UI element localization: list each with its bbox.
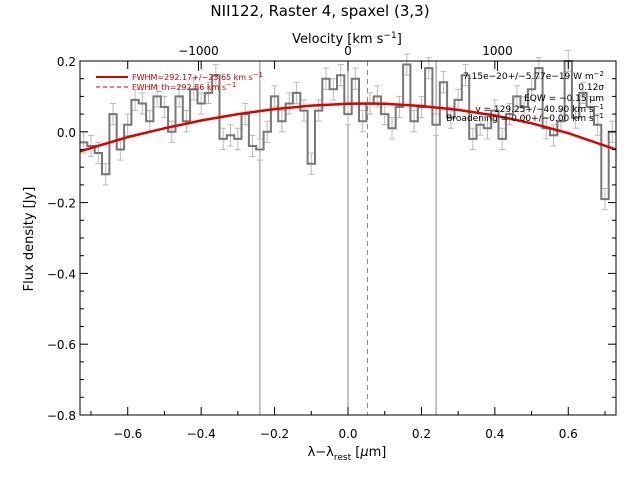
- y-tick-label: 0.2: [57, 55, 76, 69]
- top-x-tick-label: 1000: [482, 44, 513, 58]
- annotation-text: 7.15e−20+/−5.77e−19 W m−2: [463, 70, 604, 82]
- y-tick-label: −0.8: [47, 409, 76, 423]
- x-tick-label: 0.2: [412, 427, 431, 441]
- annotation-text: v = 129.25+/−40.90 km s−1: [475, 103, 604, 115]
- annotation-text: 0.12σ: [578, 83, 604, 93]
- x-axis-label-main: λ−λ: [308, 445, 335, 460]
- top-x-axis-label: Velocity [km s−1]: [292, 31, 402, 47]
- y-tick-label: −0.2: [47, 197, 76, 211]
- x-tick-label: 0.0: [338, 427, 357, 441]
- top-x-axis-label-main: Velocity [km s: [292, 32, 384, 47]
- legend-fwhm: FWHM=292.17+/−23.65 km s−1: [132, 71, 263, 82]
- x-tick-label: 0.4: [485, 427, 504, 441]
- top-x-tick-label: −1000: [178, 44, 219, 58]
- y-tick-label: 0.0: [57, 126, 76, 140]
- y-axis-label: Flux density [Jy]: [22, 187, 37, 292]
- x-axis-label-sub: rest: [334, 453, 352, 463]
- x-tick-label: −0.6: [113, 427, 142, 441]
- annotation-text: EQW = −0.15 μm: [524, 94, 604, 104]
- x-tick-label: −0.4: [187, 427, 216, 441]
- x-axis-label: λ−λrest [μm]: [308, 445, 387, 463]
- chart-title: NII122, Raster 4, spaxel (3,3): [210, 2, 429, 20]
- top-x-axis-label-close: ]: [397, 32, 402, 47]
- x-axis-label-unit-close: m]: [369, 445, 387, 460]
- x-tick-label: −0.2: [260, 427, 289, 441]
- spectrum-step-line: [80, 60, 616, 201]
- y-tick-label: −0.6: [47, 338, 76, 352]
- x-axis-label-unit-mu: μ: [359, 445, 368, 460]
- x-tick-label: 0.6: [559, 427, 578, 441]
- y-tick-label: −0.4: [47, 267, 76, 281]
- gaussian-fit-line: [79, 102, 617, 153]
- top-x-tick-label: 0: [344, 44, 352, 58]
- plot-area: −0.6 −0.4 −0.2 0.0 0.2 0.4 0.6 −0.8 −0.6 −0.4 −0.2…: [47, 44, 617, 441]
- annotation-text: Broadening = 0.00+/−0.00 km s−1: [446, 112, 604, 124]
- legend-fwhm-th: FWHM_th=292.86 km s−1: [132, 81, 236, 92]
- x-axis-label-unit-open: [: [351, 445, 360, 460]
- top-x-axis-label-sup: −1: [383, 31, 396, 41]
